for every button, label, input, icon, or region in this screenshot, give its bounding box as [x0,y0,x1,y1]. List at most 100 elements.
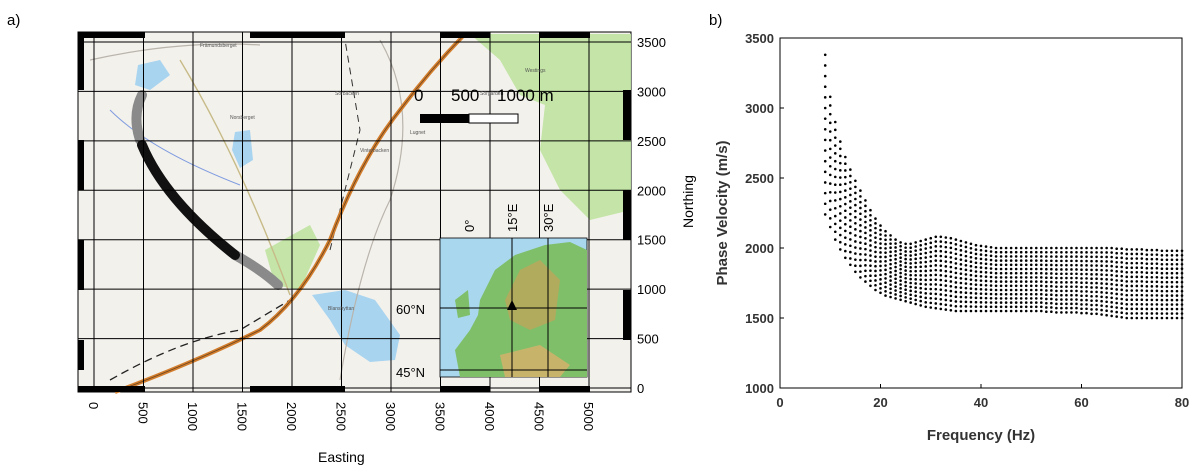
data-point [854,271,857,274]
data-point [1095,308,1098,311]
data-point [904,254,907,257]
data-point [945,294,948,297]
data-point [940,255,943,258]
data-point [1095,299,1098,302]
data-point [955,291,958,294]
data-point [834,160,837,163]
data-point [1025,251,1028,254]
data-point [934,250,937,253]
data-point [824,85,827,88]
data-point [854,216,857,219]
data-point [1105,256,1108,259]
data-point [995,293,998,296]
data-point [1090,291,1093,294]
data-point [1125,271,1128,274]
data-point [1040,293,1043,296]
easting-axis-label: Easting [318,449,365,465]
data-point [1030,251,1033,254]
data-point [894,274,897,277]
data-point [1015,276,1018,279]
data-point [1110,269,1113,272]
data-point [1151,285,1154,288]
data-point [995,306,998,309]
data-point [950,271,953,274]
data-point [1146,312,1149,315]
data-point [1060,290,1063,293]
data-point [1166,290,1169,293]
data-point [834,129,837,132]
data-point [980,279,983,282]
data-point [1000,310,1003,313]
data-point [1055,277,1058,280]
data-point [1080,264,1083,267]
data-point [829,191,832,194]
data-point [950,247,953,250]
data-point [844,223,847,226]
data-point [829,165,832,168]
data-point [980,292,983,295]
data-point [854,240,857,243]
data-point [919,248,922,251]
data-point [1080,268,1083,271]
data-point [884,269,887,272]
data-point [829,217,832,220]
data-point [1161,272,1164,275]
data-point [1161,267,1164,270]
data-point [1065,294,1068,297]
data-point [1030,276,1033,279]
data-point [1080,294,1083,297]
data-point [899,276,902,279]
data-point [1130,271,1133,274]
data-point [1085,255,1088,258]
data-point [965,291,968,294]
data-point [1075,251,1078,254]
data-point [1120,311,1123,314]
data-point [834,199,837,202]
place-name: Blanshyttan [328,306,354,312]
data-point [955,310,958,313]
data-point [904,258,907,261]
data-point [894,289,897,292]
data-point [1130,253,1133,256]
data-point [1045,276,1048,279]
data-point [1015,301,1018,304]
data-point [1075,311,1078,314]
data-point [909,246,912,249]
data-point [945,289,948,292]
data-point [985,267,988,270]
data-point [1100,282,1103,285]
frame-bar [78,140,84,190]
data-point [1010,293,1013,296]
data-point [1146,308,1149,311]
data-point [950,290,953,293]
data-point [1095,251,1098,254]
data-point [1095,286,1098,289]
data-point [894,266,897,269]
data-point [980,275,983,278]
data-point [834,144,837,147]
data-point [990,246,993,249]
data-point [864,210,867,213]
data-point [899,253,902,256]
data-point [1040,301,1043,304]
data-point [934,297,937,300]
data-point [1141,294,1144,297]
data-point [864,280,867,283]
data-point [1040,247,1043,250]
data-point [1010,247,1013,250]
data-point [834,207,837,210]
data-point [1000,306,1003,309]
data-point [1085,303,1088,306]
data-point [854,246,857,249]
data-point [879,269,882,272]
data-point [1146,271,1149,274]
data-point [1060,311,1063,314]
data-point [894,258,897,261]
data-point [975,253,978,256]
data-point [1166,258,1169,261]
data-point [1141,317,1144,320]
data-point [1015,285,1018,288]
data-point [914,286,917,289]
data-point [1090,269,1093,272]
data-point [854,192,857,195]
